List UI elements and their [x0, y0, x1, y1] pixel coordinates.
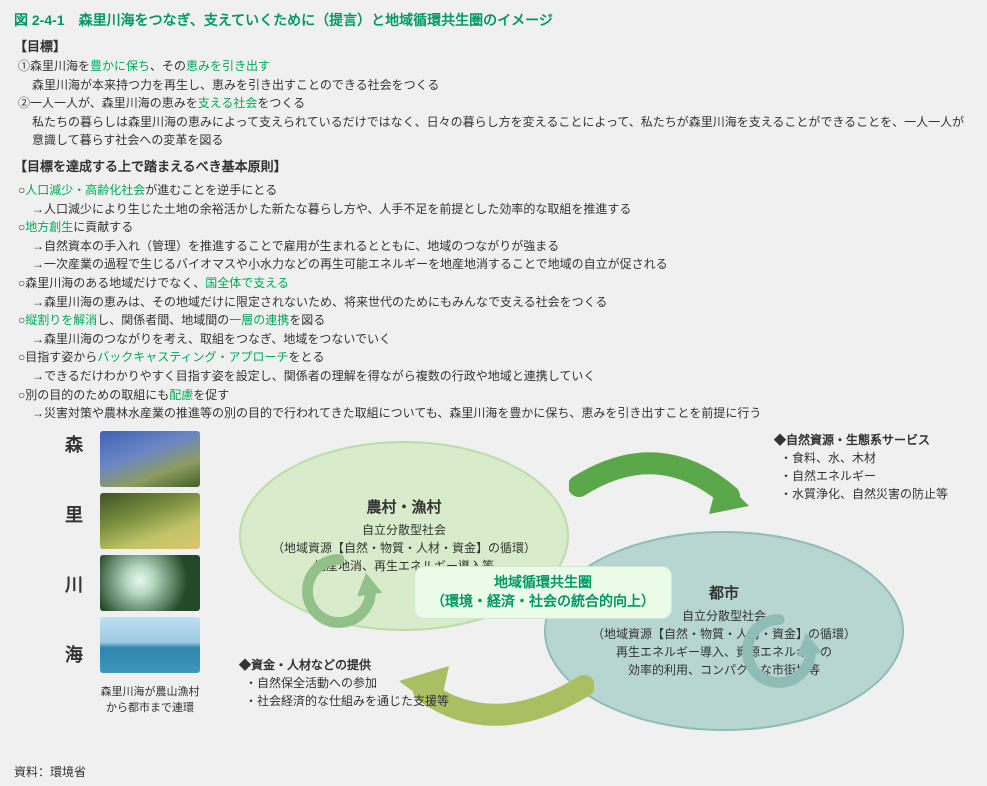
principle-sub: →森里川海のつながりを考え、取組をつなぎ、地域をつないでいく: [32, 330, 973, 349]
principles-heading: 【目標を達成する上で踏まえるべき基本原則】: [14, 156, 973, 175]
ellipse-city-title: 都市: [709, 582, 739, 603]
principle-line: ○目指す姿からバックキャスティング・アプローチをとる: [18, 348, 973, 367]
principle-line: ○地方創生に貢献する: [18, 218, 973, 237]
center-label: 地域循環共生圏 （環境・経済・社会の統合的向上）: [414, 566, 672, 619]
label-mori: 森: [54, 431, 94, 457]
diagram-area: 森 里 川 海 森里川海が農山漁村から都市まで連環 農村・漁村 自立分散型社会 …: [14, 431, 973, 761]
thumb-village: [100, 493, 200, 549]
principle-sub: →人口減少により生じた土地の余裕活かした新たな暮らし方や、人手不足を前提とした効…: [32, 200, 973, 219]
goal-1: ①森里川海を豊かに保ち、その恵みを引き出す: [18, 57, 973, 76]
page-root: 図 2-4-1 森里川海をつなぎ、支えていくために（提言）と地域循環共生圏のイメ…: [0, 0, 987, 786]
side-kanji-column: 森 里 川 海: [54, 431, 94, 667]
label-kawa: 川: [54, 571, 94, 597]
note-ecosystem-services: ◆自然資源・生態系サービス 食料、水、木材 自然エネルギー 水質浄化、自然災害の…: [774, 431, 948, 503]
note-funding-support: ◆資金・人材などの提供 自然保全活動への参加 社会経済的な仕組みを通じた支援等: [239, 656, 449, 710]
principles-block: ○人口減少・高齢化社会が進むことを逆手にとる→人口減少により生じた土地の余裕活か…: [14, 181, 973, 423]
principle-line: ○別の目的のための取組にも配慮を促す: [18, 386, 973, 405]
principle-sub: →できるだけわかりやすく目指す姿を設定し、関係者の理解を得ながら複数の行政や地域…: [32, 367, 973, 386]
principle-sub: →自然資本の手入れ（管理）を推進することで雇用が生まれるとともに、地域のつながり…: [32, 237, 973, 256]
principle-sub: →災害対策や農林水産業の推進等の別の目的で行われてきた取組についても、森里川海を…: [32, 404, 973, 423]
goal-1-sub: 森里川海が本来持つ力を再生し、恵みを引き出すことのできる社会をつくる: [32, 76, 973, 95]
figure-title: 図 2-4-1 森里川海をつなぎ、支えていくために（提言）と地域循環共生圏のイメ…: [14, 10, 973, 30]
thumbnail-column: 森里川海が農山漁村から都市まで連環: [100, 431, 200, 715]
source-line: 資料：環境省: [14, 763, 973, 780]
principle-line: ○縦割りを解消し、関係者間、地域間の一層の連携を図る: [18, 311, 973, 330]
thumb-sea: [100, 617, 200, 673]
cycle-arrow-right-icon: [734, 606, 824, 696]
goals-heading: 【目標】: [14, 36, 973, 55]
goal-2-sub: 私たちの暮らしは森里川海の恵みによって支えられているだけではなく、日々の暮らし方…: [32, 113, 973, 150]
thumb-forest: [100, 431, 200, 487]
label-sato: 里: [54, 501, 94, 527]
ellipse-rural-title: 農村・漁村: [366, 496, 441, 517]
thumb-caption: 森里川海が農山漁村から都市まで連環: [100, 683, 200, 715]
label-umi: 海: [54, 641, 94, 667]
principle-line: ○人口減少・高齢化社会が進むことを逆手にとる: [18, 181, 973, 200]
exchange-arrow-top-icon: [569, 446, 749, 526]
ellipse-city: 都市 自立分散型社会 （地域資源【自然・物質・人材・資金】の循環） 再生エネルギ…: [544, 531, 904, 731]
principle-sub: →一次産業の過程で生じるバイオマスや小水力などの再生可能エネルギーを地産地消する…: [32, 255, 973, 274]
thumb-river: [100, 555, 200, 611]
principle-sub: →森里川海の恵みは、その地域だけに限定されないため、将来世代のためにもみんなで支…: [32, 293, 973, 312]
cycle-arrow-left-icon: [294, 546, 384, 636]
principle-line: ○森里川海のある地域だけでなく、国全体で支える: [18, 274, 973, 293]
goal-2: ②一人一人が、森里川海の恵みを支える社会をつくる: [18, 94, 973, 113]
goals-block: ①森里川海を豊かに保ち、その恵みを引き出す 森里川海が本来持つ力を再生し、恵みを…: [14, 57, 973, 150]
